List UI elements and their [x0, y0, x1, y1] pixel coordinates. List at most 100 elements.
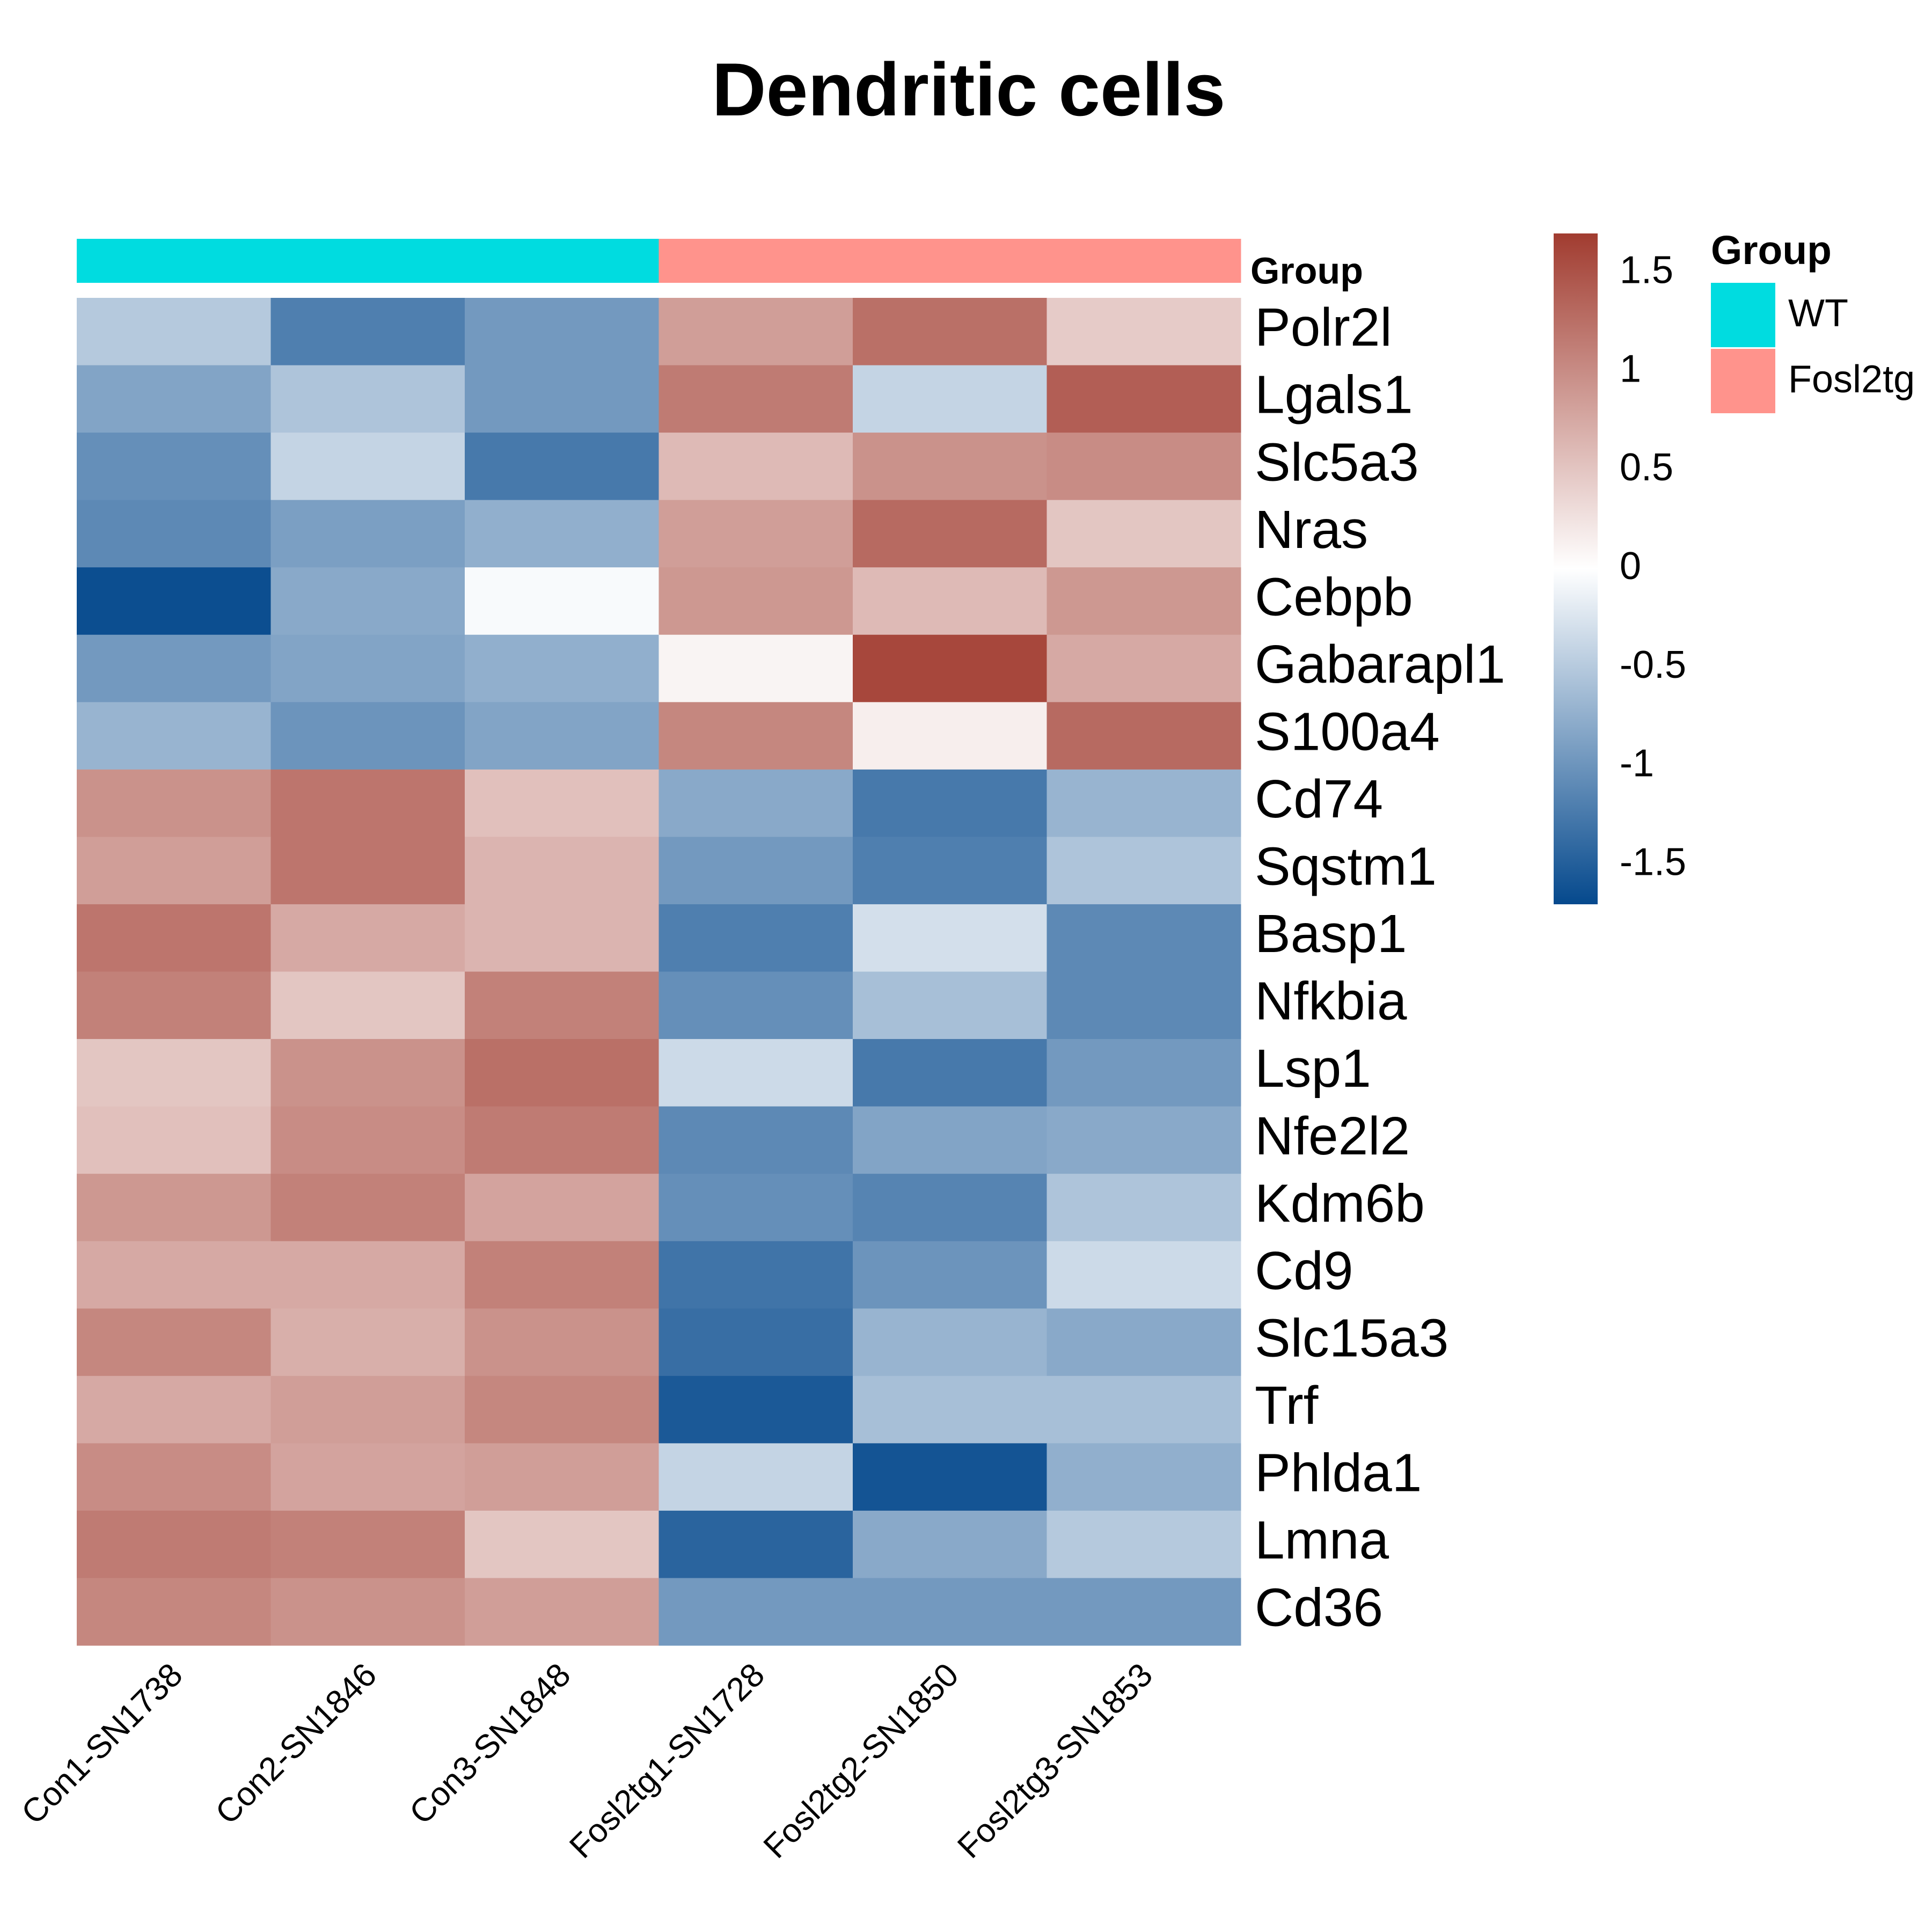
- row-label: Nfe2l2: [1255, 1106, 1410, 1166]
- heatmap-cell: [1046, 1375, 1241, 1444]
- heatmap-cell: [270, 1174, 465, 1242]
- heatmap-cell: [1046, 634, 1241, 702]
- legend-label: WT: [1788, 292, 1848, 335]
- row-label: Slc15a3: [1255, 1308, 1448, 1368]
- heatmap-cell: [77, 567, 271, 635]
- heatmap-cell: [270, 634, 465, 702]
- row-label: Kdm6b: [1255, 1173, 1425, 1233]
- heatmap-cell: [77, 1443, 271, 1511]
- row-labels: Polr2l Lgals1 Slc5a3 Nras Cebpb Gabarapl1 S100…: [1255, 297, 1505, 1637]
- heatmap-cell: [270, 769, 465, 837]
- heatmap-cell: [853, 904, 1047, 972]
- heatmap-cell: [77, 298, 271, 366]
- column-labels: Con1-SN1738 Con2-SN1846 Con3-SN1848Fosl2tg…: [14, 1656, 1160, 1865]
- heatmap-cells: [77, 298, 1241, 1646]
- heatmap-cell: [658, 1578, 853, 1646]
- annotation-cell: [658, 239, 853, 283]
- heatmap-cell: [853, 1174, 1047, 1242]
- row-label: Lmna: [1255, 1510, 1389, 1570]
- heatmap-cell: [1046, 971, 1241, 1040]
- heatmap-cell: [853, 1578, 1047, 1646]
- heatmap-cell: [658, 500, 853, 568]
- heatmap-cell: [853, 500, 1047, 568]
- heatmap-cell: [853, 1443, 1047, 1511]
- heatmap-cell: [77, 433, 271, 501]
- heatmap-cell: [465, 769, 659, 837]
- heatmap-cell: [77, 1578, 271, 1646]
- heatmap-cell: [465, 1039, 659, 1107]
- heatmap-cell: [77, 365, 271, 433]
- annotation-cell: [270, 239, 465, 283]
- column-label: Con1-SN1738: [14, 1656, 190, 1832]
- heatmap-cell: [465, 904, 659, 972]
- heatmap-cell: [658, 1375, 853, 1444]
- heatmap-cell: [1046, 1174, 1241, 1242]
- heatmap-cell: [270, 500, 465, 568]
- heatmap-cell: [853, 971, 1047, 1040]
- row-label: Lsp1: [1255, 1038, 1371, 1099]
- legend-swatch: [1711, 349, 1775, 413]
- heatmap-cell: [270, 567, 465, 635]
- heatmap-cell: [270, 702, 465, 770]
- row-label: Lgals1: [1255, 365, 1413, 425]
- heatmap-cell: [270, 365, 465, 433]
- row-label: Nfkbia: [1255, 971, 1407, 1031]
- heatmap-cell: [853, 433, 1047, 501]
- legend-label: Fosl2tg: [1788, 358, 1915, 401]
- colorbar: [1554, 233, 1598, 904]
- annotation-cell: [853, 239, 1047, 283]
- heatmap-cell: [465, 298, 659, 366]
- row-label: Nras: [1255, 500, 1368, 560]
- legend-swatch: [1711, 283, 1775, 347]
- heatmap-cell: [270, 1106, 465, 1174]
- annotation-cell: [77, 239, 271, 283]
- heatmap-cell: [465, 1106, 659, 1174]
- heatmap-cell: [77, 1174, 271, 1242]
- heatmap-cell: [77, 769, 271, 837]
- heatmap-cell: [853, 769, 1047, 837]
- heatmap-cell: [270, 1578, 465, 1646]
- heatmap-cell: [77, 1510, 271, 1578]
- row-label: Cebpb: [1255, 567, 1413, 627]
- heatmap-cell: [465, 1308, 659, 1377]
- heatmap-cell: [465, 837, 659, 905]
- row-label: S100a4: [1255, 701, 1440, 762]
- row-label: Cd36: [1255, 1578, 1383, 1638]
- heatmap-cell: [658, 1510, 853, 1578]
- heatmap-cell: [77, 971, 271, 1040]
- heatmap-cell: [1046, 1578, 1241, 1646]
- heatmap-cell: [1046, 769, 1241, 837]
- heatmap-cell: [270, 298, 465, 366]
- heatmap-cell: [465, 500, 659, 568]
- heatmap-cell: [1046, 837, 1241, 905]
- annotation-cell: [465, 239, 659, 283]
- column-label: Fosl2tg3-SN1853: [950, 1656, 1160, 1865]
- heatmap-cell: [658, 298, 853, 366]
- column-label: Fosl2tg2-SN1850: [757, 1656, 966, 1865]
- heatmap-cell: [270, 1443, 465, 1511]
- heatmap-cell: [77, 1241, 271, 1309]
- heatmap-cell: [465, 971, 659, 1040]
- heatmap-cell: [853, 1039, 1047, 1107]
- heatmap-cell: [658, 1174, 853, 1242]
- heatmap-cell: [270, 837, 465, 905]
- row-label: Gabarapl1: [1255, 634, 1505, 694]
- heatmap-cell: [77, 904, 271, 972]
- heatmap-cell: [658, 567, 853, 635]
- heatmap-cell: [658, 365, 853, 433]
- heatmap-cell: [853, 1308, 1047, 1377]
- heatmap-cell: [465, 433, 659, 501]
- group-legend: WT Fosl2tg: [1711, 283, 1915, 413]
- chart-title: Dendritic cells: [712, 47, 1225, 131]
- heatmap-cell: [658, 837, 853, 905]
- heatmap-cell: [658, 1308, 853, 1377]
- heatmap-cell: [77, 1375, 271, 1444]
- colorbar-tick-label: -1: [1620, 742, 1654, 785]
- column-label: Con2-SN1846: [209, 1656, 384, 1832]
- row-label: Polr2l: [1255, 297, 1392, 357]
- heatmap-cell: [465, 567, 659, 635]
- heatmap-cell: [77, 1308, 271, 1377]
- heatmap-cell: [853, 567, 1047, 635]
- row-label: Trf: [1255, 1375, 1319, 1436]
